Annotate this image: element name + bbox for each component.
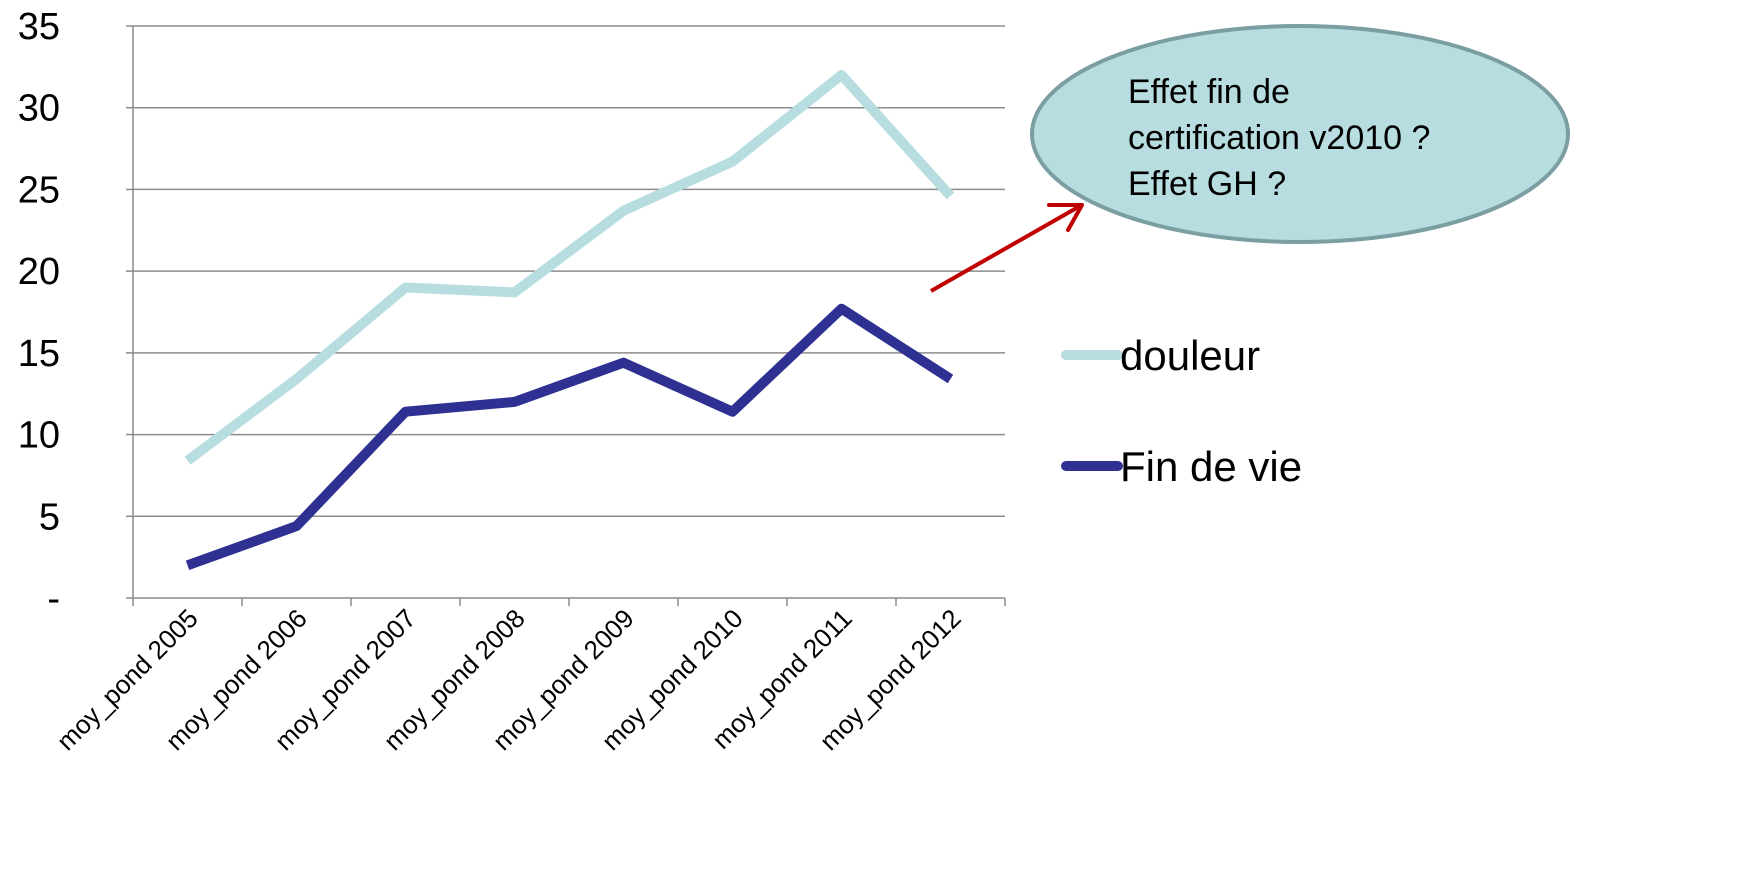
y-tick-label: 30 (18, 88, 60, 130)
y-tick-label: 5 (39, 496, 60, 538)
callout-text-line: Effet fin de (1128, 73, 1290, 111)
series-line-douleur (184, 70, 955, 465)
annotation-callout: Effet fin de certification v2010 ? Effet G… (930, 24, 1570, 293)
legend-label: douleur (1120, 332, 1260, 379)
callout-arrow (930, 204, 1081, 293)
legend-label: Fin de vie (1120, 443, 1302, 490)
legend: douleur Fin de vie (1061, 332, 1302, 490)
callout-text-line: Effet GH ? (1128, 165, 1286, 203)
series-lines (184, 70, 955, 571)
callout-arrow-head (1047, 203, 1084, 232)
y-tick-label: 20 (18, 251, 60, 293)
y-tick-label: - (47, 578, 60, 620)
callout-text-line: certification v2010 ? (1128, 119, 1430, 157)
y-tick-label: 10 (18, 415, 60, 457)
callout-bubble (1030, 24, 1570, 244)
y-axis-ticks: - 5 10 15 20 25 30 35 (18, 6, 133, 620)
y-tick-label: 25 (18, 169, 60, 211)
gridlines (133, 25, 1005, 518)
y-tick-label: 35 (18, 6, 60, 48)
series-line-fin-de-vie (185, 303, 954, 571)
y-tick-label: 15 (18, 333, 60, 375)
